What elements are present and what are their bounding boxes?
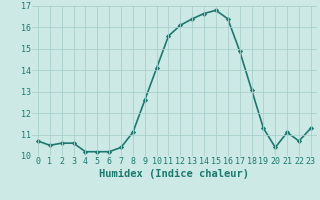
X-axis label: Humidex (Indice chaleur): Humidex (Indice chaleur) xyxy=(100,169,249,179)
